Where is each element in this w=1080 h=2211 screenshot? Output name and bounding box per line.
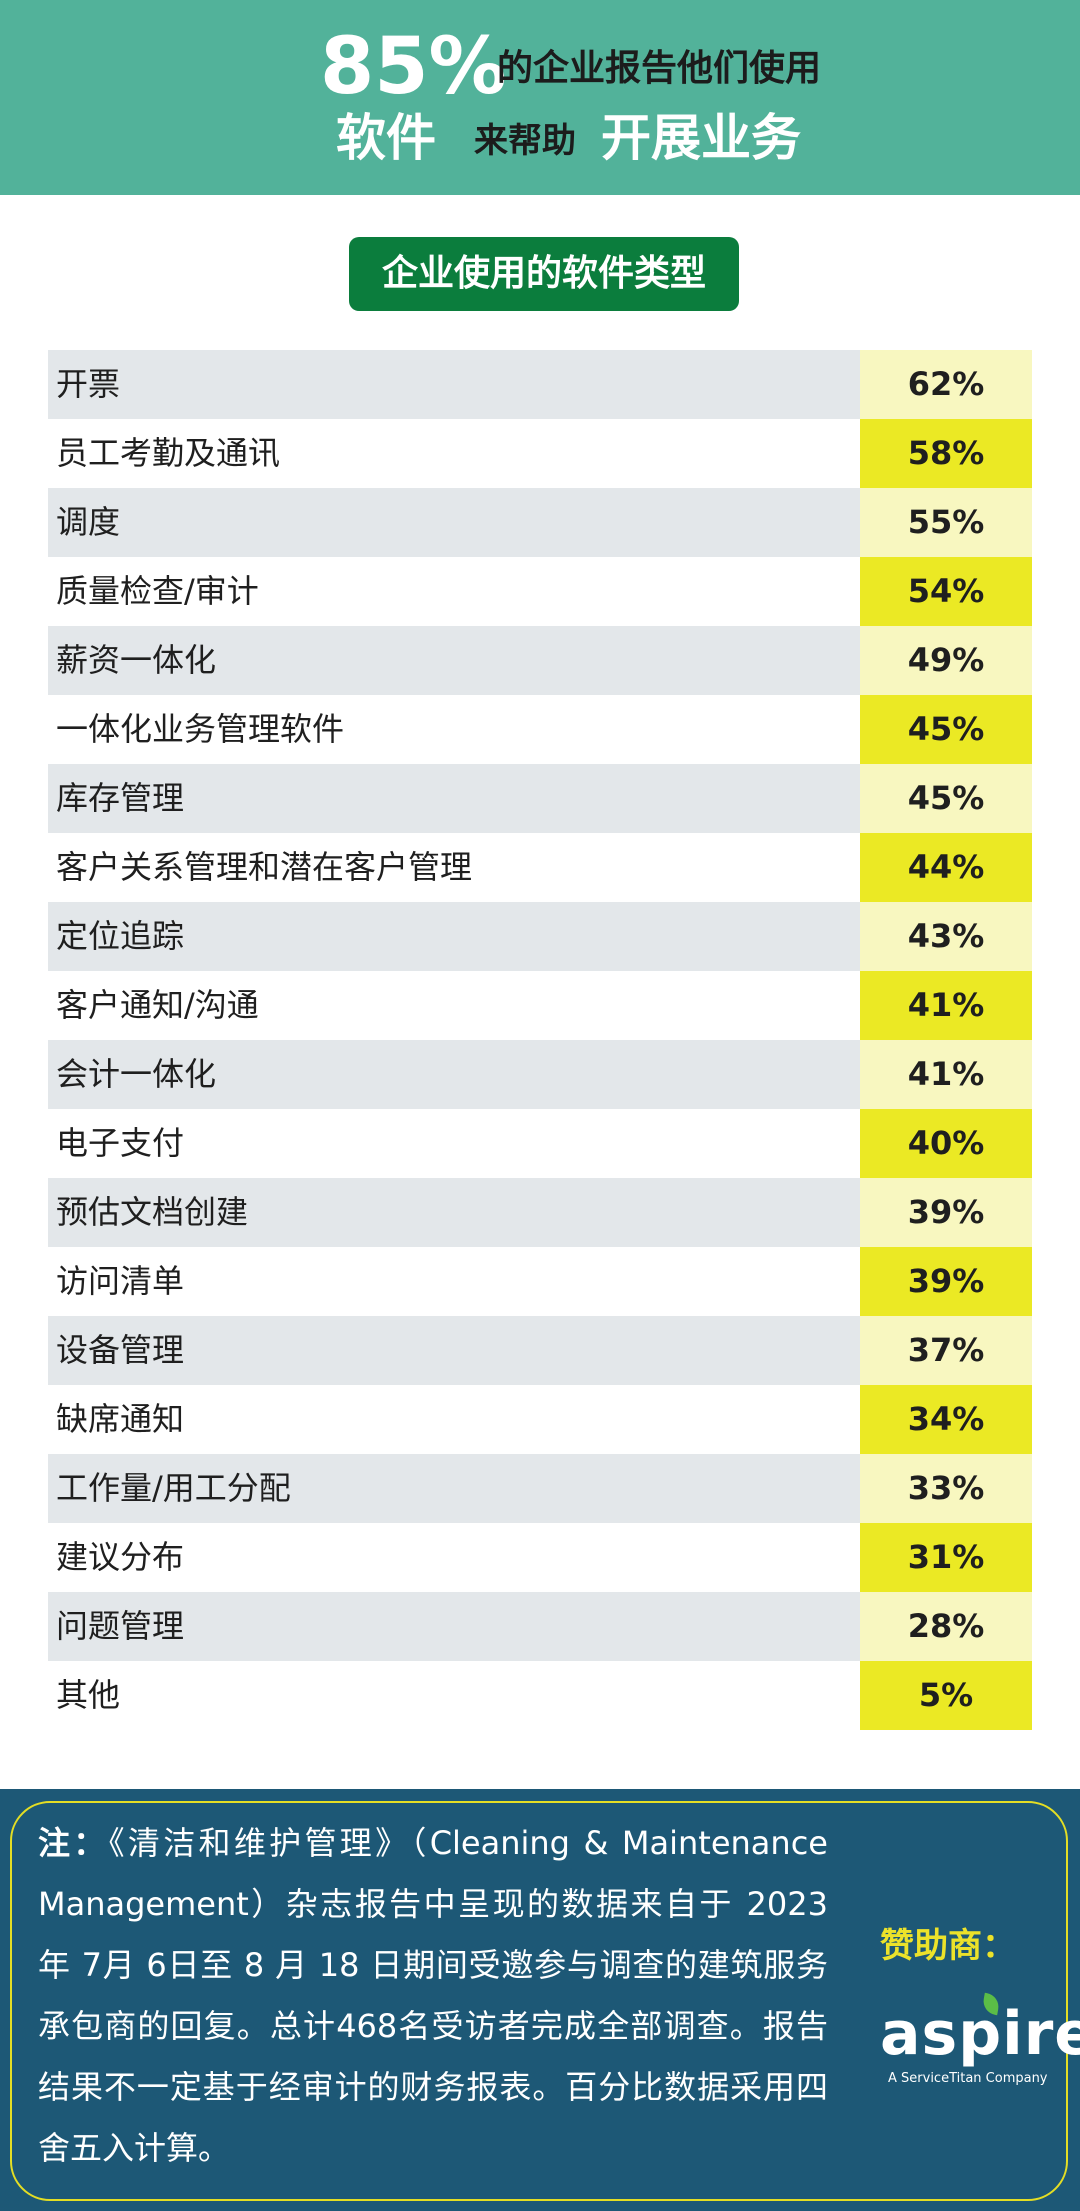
row-value: 43% — [860, 902, 1032, 971]
row-value: 40% — [860, 1109, 1032, 1178]
table-row: 定位追踪 43% — [48, 902, 1032, 971]
row-value: 62% — [860, 350, 1032, 419]
headline-word-software: 软件 — [336, 109, 436, 167]
sponsor-label: 赞助商： — [880, 1926, 1016, 1966]
row-value: 45% — [860, 695, 1032, 764]
row-label: 库存管理 — [48, 764, 860, 833]
table-row: 质量检查/审计 54% — [48, 557, 1032, 626]
row-value: 31% — [860, 1523, 1032, 1592]
table-row: 访问清单 39% — [48, 1247, 1032, 1316]
chart-title: 企业使用的软件类型 — [349, 237, 739, 311]
row-value: 54% — [860, 557, 1032, 626]
row-label: 工作量/用工分配 — [48, 1454, 860, 1523]
table-row: 设备管理 37% — [48, 1316, 1032, 1385]
row-label: 一体化业务管理软件 — [48, 695, 860, 764]
row-value: 41% — [860, 971, 1032, 1040]
headline-line1-text: 的企业报告他们使用 — [497, 48, 822, 89]
table-row: 电子支付 40% — [48, 1109, 1032, 1178]
table-row: 预估文档创建 39% — [48, 1178, 1032, 1247]
row-label: 质量检查/审计 — [48, 557, 860, 626]
row-label: 问题管理 — [48, 1592, 860, 1661]
row-value: 58% — [860, 419, 1032, 488]
footer-border: 注：《清洁和维护管理》（Cleaning & Maintenance Manag… — [10, 1801, 1080, 2201]
note-label: 注： — [38, 1824, 109, 1862]
logo-tagline: A ServiceTitan Company — [888, 2071, 1048, 2086]
table-row: 一体化业务管理软件 45% — [48, 695, 1032, 764]
row-label: 缺席通知 — [48, 1385, 860, 1454]
header-banner: 85% 的企业报告他们使用 软件 来帮助 开展业务 — [0, 0, 1080, 195]
row-value: 39% — [860, 1178, 1032, 1247]
survey-note: 注：《清洁和维护管理》（Cleaning & Maintenance Manag… — [38, 1813, 828, 2179]
row-value: 37% — [860, 1316, 1032, 1385]
row-value: 45% — [860, 764, 1032, 833]
row-value: 34% — [860, 1385, 1032, 1454]
table-row: 调度 55% — [48, 488, 1032, 557]
row-label: 开票 — [48, 350, 860, 419]
row-label: 会计一体化 — [48, 1040, 860, 1109]
row-label: 访问清单 — [48, 1247, 860, 1316]
row-value: 49% — [860, 626, 1032, 695]
row-value: 28% — [860, 1592, 1032, 1661]
software-usage-table: 开票 62% 员工考勤及通讯 58% 调度 55% 质量检查/审计 54% 薪资一体化 49% 一体… — [48, 350, 1032, 1730]
table-row: 客户通知/沟通 41% — [48, 971, 1032, 1040]
table-row: 客户关系管理和潜在客户管理 44% — [48, 833, 1032, 902]
table-row: 问题管理 28% — [48, 1592, 1032, 1661]
logo-wordmark: aspire — [880, 1999, 1080, 2069]
row-label: 电子支付 — [48, 1109, 860, 1178]
row-label: 客户通知/沟通 — [48, 971, 860, 1040]
row-label: 建议分布 — [48, 1523, 860, 1592]
row-label: 员工考勤及通讯 — [48, 419, 860, 488]
row-value: 39% — [860, 1247, 1032, 1316]
table-row: 缺席通知 34% — [48, 1385, 1032, 1454]
aspire-logo: aspire A ServiceTitan Company — [880, 1992, 1080, 2093]
row-label: 定位追踪 — [48, 902, 860, 971]
table-row: 建议分布 31% — [48, 1523, 1032, 1592]
table-row: 工作量/用工分配 33% — [48, 1454, 1032, 1523]
table-row: 开票 62% — [48, 350, 1032, 419]
headline-percent: 85% — [320, 22, 507, 112]
table-row: 薪资一体化 49% — [48, 626, 1032, 695]
row-value: 33% — [860, 1454, 1032, 1523]
row-label: 其他 — [48, 1661, 860, 1730]
row-value: 55% — [860, 488, 1032, 557]
row-value: 44% — [860, 833, 1032, 902]
note-text: 《清洁和维护管理》（Cleaning & Maintenance Managem… — [38, 1824, 828, 2167]
table-row: 员工考勤及通讯 58% — [48, 419, 1032, 488]
table-row: 其他 5% — [48, 1661, 1032, 1730]
row-label: 客户关系管理和潜在客户管理 — [48, 833, 860, 902]
row-label: 调度 — [48, 488, 860, 557]
row-label: 设备管理 — [48, 1316, 860, 1385]
footer: 注：《清洁和维护管理》（Cleaning & Maintenance Manag… — [0, 1789, 1080, 2211]
row-label: 薪资一体化 — [48, 626, 860, 695]
headline-word-business: 开展业务 — [601, 109, 801, 167]
row-label: 预估文档创建 — [48, 1178, 860, 1247]
headline-word-help: 来帮助 — [474, 121, 576, 161]
row-value: 41% — [860, 1040, 1032, 1109]
table-row: 会计一体化 41% — [48, 1040, 1032, 1109]
table-row: 库存管理 45% — [48, 764, 1032, 833]
row-value: 5% — [860, 1661, 1032, 1730]
